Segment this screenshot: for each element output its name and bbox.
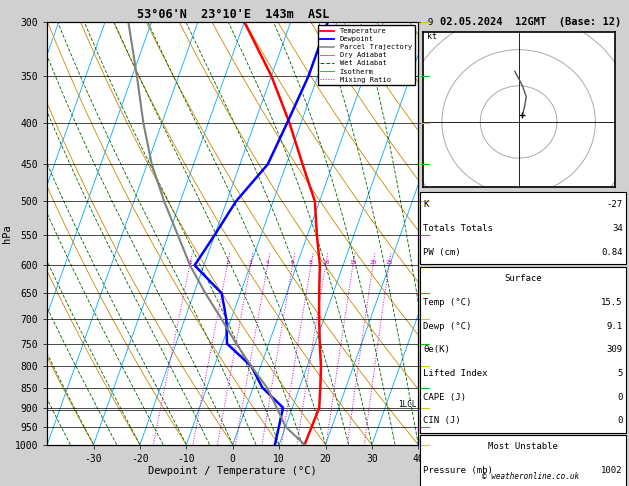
Legend: Temperature, Dewpoint, Parcel Trajectory, Dry Adiabat, Wet Adiabat, Isotherm, Mi: Temperature, Dewpoint, Parcel Trajectory… <box>318 25 415 86</box>
Text: 6: 6 <box>291 260 294 265</box>
Text: CIN (J): CIN (J) <box>423 416 461 425</box>
Text: Totals Totals: Totals Totals <box>423 224 493 233</box>
Title: 53°06'N  23°10'E  143m  ASL: 53°06'N 23°10'E 143m ASL <box>136 8 329 21</box>
Text: Lifted Index: Lifted Index <box>423 369 488 378</box>
Text: Dewp (°C): Dewp (°C) <box>423 322 472 330</box>
Text: 1: 1 <box>188 260 192 265</box>
Text: CAPE (J): CAPE (J) <box>423 393 466 401</box>
Text: 02.05.2024  12GMT  (Base: 12): 02.05.2024 12GMT (Base: 12) <box>440 17 621 27</box>
Y-axis label: km
ASL: km ASL <box>438 224 455 243</box>
Y-axis label: hPa: hPa <box>2 224 12 243</box>
Text: PW (cm): PW (cm) <box>423 248 461 257</box>
Text: Temp (°C): Temp (°C) <box>423 298 472 307</box>
Text: 34: 34 <box>612 224 623 233</box>
Text: 309: 309 <box>606 345 623 354</box>
Text: kt: kt <box>426 32 437 41</box>
Text: 10: 10 <box>322 260 330 265</box>
Text: 3: 3 <box>248 260 252 265</box>
Text: 15: 15 <box>349 260 357 265</box>
Text: 8: 8 <box>309 260 313 265</box>
Text: 9.1: 9.1 <box>606 322 623 330</box>
Text: Pressure (mb): Pressure (mb) <box>423 466 493 475</box>
Text: 4: 4 <box>266 260 269 265</box>
Text: 0: 0 <box>617 393 623 401</box>
Text: θe(K): θe(K) <box>423 345 450 354</box>
Text: 1002: 1002 <box>601 466 623 475</box>
Text: 0.84: 0.84 <box>601 248 623 257</box>
Text: 5: 5 <box>617 369 623 378</box>
Text: 25: 25 <box>385 260 392 265</box>
Text: -27: -27 <box>606 200 623 208</box>
Text: 1LCL: 1LCL <box>398 400 417 409</box>
Text: K: K <box>423 200 429 208</box>
X-axis label: Dewpoint / Temperature (°C): Dewpoint / Temperature (°C) <box>148 467 317 476</box>
Text: 20: 20 <box>369 260 377 265</box>
Text: Surface: Surface <box>504 274 542 283</box>
Text: Most Unstable: Most Unstable <box>488 442 558 451</box>
Text: 2: 2 <box>225 260 229 265</box>
Text: 15.5: 15.5 <box>601 298 623 307</box>
Text: 0: 0 <box>617 416 623 425</box>
Text: © weatheronline.co.uk: © weatheronline.co.uk <box>482 472 579 481</box>
